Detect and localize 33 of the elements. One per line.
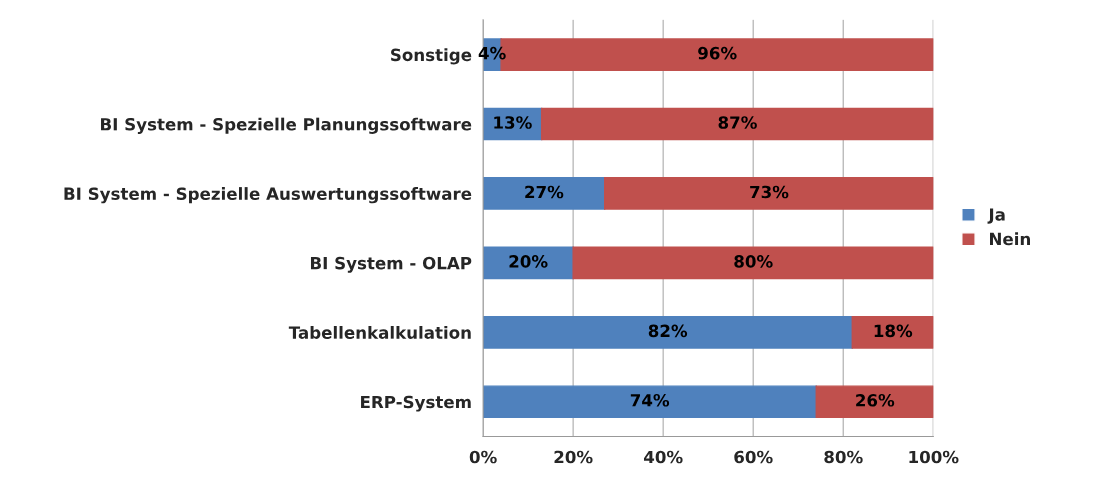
bar — [815, 385, 934, 419]
data-label: 18% — [874, 324, 913, 338]
y-tick-label: ERP-System — [361, 395, 471, 412]
bar — [483, 385, 817, 419]
data-label: 80% — [734, 255, 773, 268]
bar — [572, 246, 934, 280]
legend-label: Ja — [987, 208, 1005, 224]
x-tick-label: 0% — [469, 450, 497, 464]
bar — [851, 316, 934, 349]
data-label: 82% — [648, 324, 688, 338]
x-tick-label: 40% — [644, 450, 683, 464]
data-label: 74% — [630, 393, 670, 407]
bar — [540, 107, 934, 141]
y-tick-label: Sonstige — [391, 48, 472, 65]
data-label: 20% — [509, 255, 548, 268]
legend-label: Nein — [990, 232, 1030, 246]
x-tick-label: 60% — [734, 450, 773, 464]
bar — [483, 177, 606, 210]
bar — [483, 316, 853, 349]
data-label: 26% — [856, 393, 895, 407]
data-label: 73% — [750, 185, 789, 199]
y-tick-label: BI System - OLAP — [310, 256, 472, 273]
bar — [603, 177, 934, 210]
x-tick-label: 20% — [554, 450, 593, 464]
y-tick-label: BI System - Spezielle Planungssoftware — [101, 117, 472, 134]
y-tick-label: Tabellenkalkulation — [288, 325, 471, 339]
y-tick-label: BI System - Spezielle Auswertungssoftware — [64, 187, 472, 204]
data-label: 27% — [525, 185, 564, 199]
data-label: 13% — [494, 116, 532, 129]
x-tick-label: 80% — [824, 450, 863, 464]
data-label: 96% — [698, 46, 737, 60]
x-tick-label: 100% — [909, 450, 959, 464]
data-label: 87% — [718, 116, 757, 129]
